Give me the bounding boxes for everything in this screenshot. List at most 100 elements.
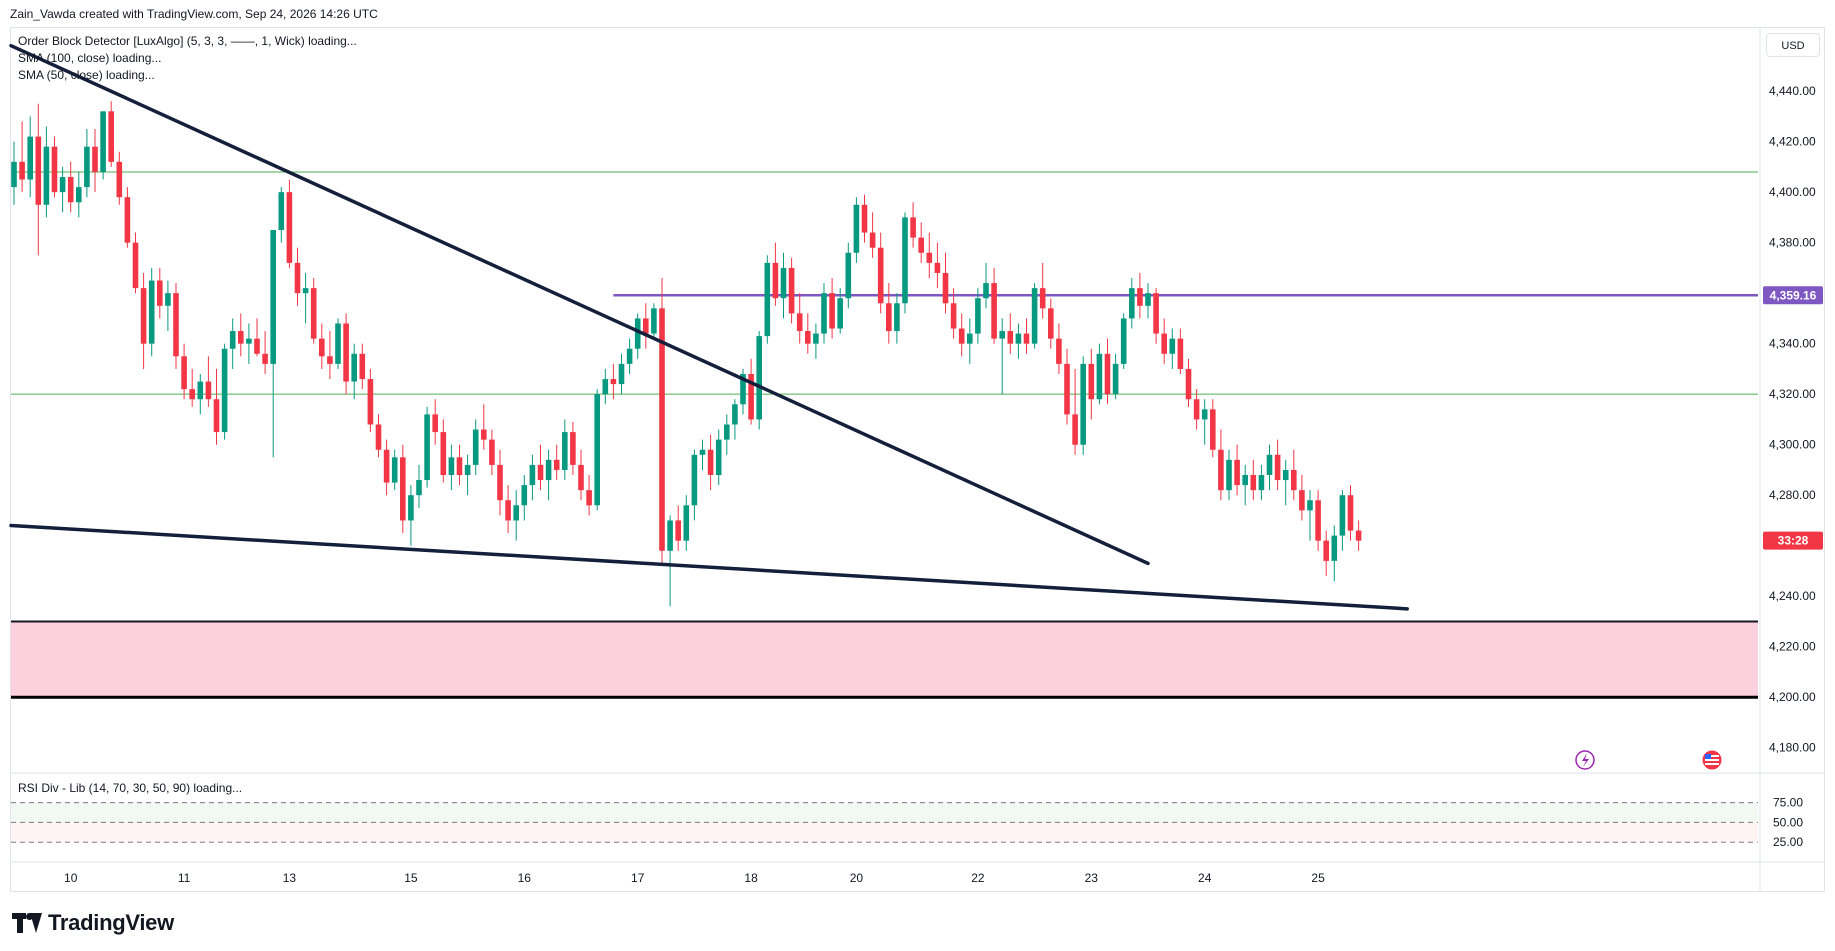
flag-icon[interactable] [1702,750,1722,770]
price-tags-layer: 4,359.16 33:28 [1763,286,1823,550]
chart-frame[interactable] [10,27,1825,892]
candle [894,293,900,344]
candle [513,490,519,541]
candle [910,202,916,248]
candle-body [732,404,738,425]
candle [570,421,576,475]
candle [1315,490,1321,551]
candle-body [667,520,673,551]
candle [197,373,204,415]
candle-body [691,454,698,506]
candle-body [805,331,811,344]
candle-body [877,247,884,304]
candle [545,449,552,501]
candle [950,288,957,339]
candle-body [1015,333,1022,344]
candle-body [983,283,989,299]
candles-layer [11,101,1362,607]
candle [27,116,33,198]
candle-body [643,318,649,334]
candle [1064,348,1070,425]
candle-body [1201,409,1208,420]
y-tick-label: 4,240.00 [1769,589,1816,603]
time-axis-labels: 10 11 13 15 16 17 18 20 22 23 24 25 [64,871,1325,885]
candle-body [1339,495,1346,536]
candle-body [108,111,114,162]
candle [76,171,82,218]
candle [1039,262,1046,319]
x-tick-label: 17 [631,871,645,885]
candle-body [788,267,795,314]
candle [1023,318,1030,354]
candle [562,419,568,481]
candle-body [84,146,90,188]
candle [1210,399,1216,458]
candle-body [456,457,463,475]
candle [19,121,25,193]
candle [375,414,382,458]
legend-order-block[interactable]: Order Block Detector [LuxAlgo] (5, 3, 3,… [18,34,357,48]
candle [983,262,989,309]
candle-body [11,161,17,188]
legend-sma-50[interactable]: SMA (50, close) loading... [18,68,155,82]
trendlines-layer [9,43,1409,611]
candle [148,267,155,357]
candle-body [570,432,576,465]
candle-body [853,204,860,253]
candle-body [724,424,730,440]
candle-body [886,303,892,332]
candle [837,288,843,334]
order-block-zone[interactable] [11,621,1758,698]
candle [181,343,187,400]
candle [1234,444,1240,496]
candle [934,242,941,289]
y-tick-label: 4,300.00 [1769,438,1816,452]
candle [505,485,511,534]
candle-body [286,192,293,263]
candle [51,136,58,198]
price-tag-0[interactable]: 4,359.16 [1763,286,1823,305]
rsi-legend[interactable]: RSI Div - Lib (14, 70, 30, 50, 90) loadi… [18,781,243,795]
candle [302,272,309,324]
candle-body [926,252,933,263]
currency-button[interactable]: USD [1766,33,1820,57]
candle-body [1120,318,1127,364]
candle-body [545,459,552,481]
candle-body [618,363,625,385]
trendline-1[interactable] [9,523,1409,611]
candle-body [165,293,171,306]
candle [310,278,317,344]
candle [67,161,74,213]
candle [805,313,811,354]
candle [432,399,438,445]
candle [221,343,228,440]
candle-body [505,500,511,521]
candle [1355,520,1362,551]
candle [675,505,681,551]
lightning-icon[interactable] [1575,750,1595,770]
candle [796,293,803,344]
candle-body [780,267,787,299]
candle [1072,368,1078,455]
candle [472,419,479,475]
price-tag-1[interactable]: 33:28 [1763,531,1823,550]
candle [1129,278,1135,329]
candle [100,111,106,180]
legend-sma-100[interactable]: SMA (100, close) loading... [18,51,162,65]
order-block-zone-layer [11,620,1758,699]
candle [724,414,730,455]
price-axis-labels: 4,440.00 4,420.00 4,400.00 4,380.00 4,340.00… [1769,84,1816,755]
candle [59,166,66,213]
candle [1339,490,1346,551]
candle [1185,358,1192,407]
tradingview-brand[interactable]: TradingView [12,910,174,936]
trendline-0[interactable] [9,43,1150,566]
candle-body [400,457,406,521]
candle [626,338,633,374]
candle [1088,348,1095,420]
candle [116,151,123,205]
candle [788,257,795,324]
candle-body [537,464,544,481]
candle [1291,449,1297,501]
